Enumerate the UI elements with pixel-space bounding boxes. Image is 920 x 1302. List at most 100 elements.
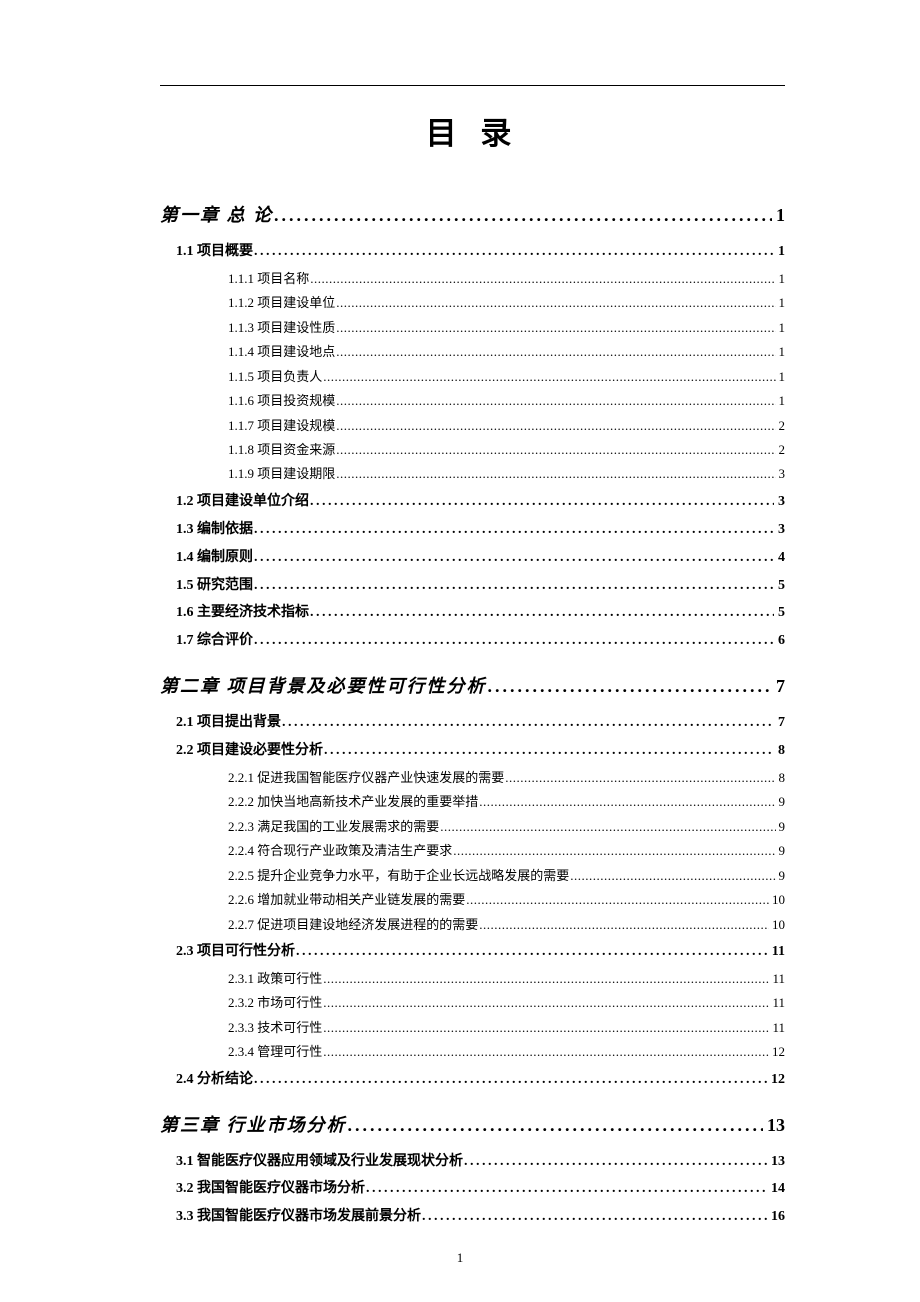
toc-section-block: 2.1 项目提出背景72.2 项目建设必要性分析82.2.1 促进我国智能医疗仪… (160, 710, 785, 1092)
toc-subsection-page: 12 (769, 1040, 785, 1064)
toc-subsection: 2.3.1 政策可行性11 (228, 967, 785, 991)
toc-section: 1.7 综合评价 6 (176, 628, 785, 654)
toc-section: 1.3 编制依据3 (176, 517, 785, 543)
dot-leader (253, 239, 774, 265)
toc-section-block: 1.1 项目概要11.1.1 项目名称11.1.2 项目建设单位11.1.3 项… (160, 239, 785, 654)
table-of-contents: 第一章 总 论11.1 项目概要11.1.1 项目名称11.1.2 项目建设单位… (160, 201, 785, 1230)
toc-section: 3.2 我国智能医疗仪器市场分析 14 (176, 1176, 785, 1202)
toc-section: 2.3 项目可行性分析11 (176, 939, 785, 965)
toc-chapter-page: 13 (763, 1115, 785, 1136)
toc-subsection-page: 11 (769, 991, 785, 1015)
toc-subsection: 2.2.5 提升企业竞争力水平，有助于企业长远战略发展的需要9 (228, 864, 785, 888)
toc-section-page: 1 (774, 239, 785, 265)
toc-subsection: 2.2.4 符合现行产业政策及清洁生产要求 9 (228, 839, 785, 863)
toc-subsection-page: 1 (776, 389, 786, 413)
dot-leader (295, 939, 768, 965)
toc-subsection-label: 1.1.5 项目负责人 (228, 365, 322, 389)
dot-leader (322, 1040, 769, 1064)
toc-subsection-label: 1.1.4 项目建设地点 (228, 340, 335, 364)
toc-subsection-label: 1.1.3 项目建设性质 (228, 316, 335, 340)
toc-subsection-page: 9 (776, 839, 786, 863)
toc-section-label: 1.3 编制依据 (176, 517, 253, 543)
toc-subsection: 1.1.7 项目建设规模2 (228, 414, 785, 438)
toc-section-label: 2.2 项目建设必要性分析 (176, 738, 323, 764)
toc-section: 2.4 分析结论12 (176, 1067, 785, 1093)
toc-subsection: 1.1.5 项目负责人 1 (228, 365, 785, 389)
dot-leader (323, 738, 774, 764)
toc-section-page: 5 (774, 600, 785, 626)
toc-subsection-page: 1 (776, 365, 786, 389)
toc-section-page: 5 (774, 573, 785, 599)
toc-section-label: 1.5 研究范围 (176, 573, 253, 599)
toc-subsection: 1.1.1 项目名称1 (228, 267, 785, 291)
toc-section: 2.2 项目建设必要性分析8 (176, 738, 785, 764)
dot-leader (465, 888, 769, 912)
dot-leader (335, 291, 775, 315)
toc-section-page: 3 (774, 489, 785, 515)
toc-subsection-page: 2 (776, 438, 786, 462)
toc-chapter-label: 第三章 行业市场分析 (160, 1111, 347, 1137)
toc-section: 1.5 研究范围 5 (176, 573, 785, 599)
toc-section-label: 1.2 项目建设单位介绍 (176, 489, 309, 515)
toc-subsection-label: 2.3.3 技术可行性 (228, 1016, 322, 1040)
toc-section-label: 2.1 项目提出背景 (176, 710, 281, 736)
toc-subsection-page: 3 (776, 462, 786, 486)
toc-subsection-label: 1.1.8 项目资金来源 (228, 438, 335, 462)
toc-section-label: 1.7 综合评价 (176, 628, 253, 654)
dot-leader (273, 205, 772, 226)
dot-leader (421, 1204, 767, 1230)
toc-subsection-page: 1 (776, 340, 786, 364)
toc-chapter-label: 第一章 总 论 (160, 201, 273, 227)
toc-subsection-page: 11 (769, 1016, 785, 1040)
dot-leader (452, 839, 775, 863)
toc-section-page: 7 (774, 710, 785, 736)
document-title: 目 录 (160, 108, 785, 153)
toc-subsection: 1.1.9 项目建设期限 3 (228, 462, 785, 486)
toc-subsection: 2.2.3 满足我国的工业发展需求的需要9 (228, 815, 785, 839)
toc-subsection-label: 2.3.2 市场可行性 (228, 991, 322, 1015)
toc-subsection: 1.1.4 项目建设地点 1 (228, 340, 785, 364)
toc-subsection-page: 10 (769, 888, 785, 912)
dot-leader (253, 573, 774, 599)
toc-section-label: 2.3 项目可行性分析 (176, 939, 295, 965)
toc-subsection-label: 2.2.4 符合现行产业政策及清洁生产要求 (228, 839, 452, 863)
toc-subsection-label: 2.2.6 增加就业带动相关产业链发展的需要 (228, 888, 465, 912)
toc-section-page: 14 (767, 1176, 785, 1202)
dot-leader (253, 545, 774, 571)
toc-section: 2.1 项目提出背景 7 (176, 710, 785, 736)
dot-leader (335, 414, 775, 438)
toc-section-page: 6 (774, 628, 785, 654)
toc-subsection-label: 1.1.9 项目建设期限 (228, 462, 335, 486)
dot-leader (439, 815, 775, 839)
toc-section-label: 1.6 主要经济技术指标 (176, 600, 309, 626)
toc-subsection: 2.3.4 管理可行性 12 (228, 1040, 785, 1064)
toc-subsection-page: 8 (776, 766, 786, 790)
dot-leader (322, 991, 769, 1015)
dot-leader (478, 913, 769, 937)
toc-subsection: 2.3.3 技术可行性 11 (228, 1016, 785, 1040)
toc-subsection-label: 1.1.2 项目建设单位 (228, 291, 335, 315)
dot-leader (281, 710, 774, 736)
dot-leader (309, 489, 774, 515)
toc-subsection-page: 2 (776, 414, 786, 438)
toc-section-block: 3.1 智能医疗仪器应用领域及行业发展现状分析133.2 我国智能医疗仪器市场分… (160, 1149, 785, 1231)
toc-section-label: 1.1 项目概要 (176, 239, 253, 265)
toc-section-label: 2.4 分析结论 (176, 1067, 253, 1093)
toc-subsection: 2.2.1 促进我国智能医疗仪器产业快速发展的需要8 (228, 766, 785, 790)
toc-section-page: 16 (767, 1204, 785, 1230)
toc-section: 1.2 项目建设单位介绍 3 (176, 489, 785, 515)
toc-subsection: 2.2.7 促进项目建设地经济发展进程的的需要10 (228, 913, 785, 937)
toc-subsection: 1.1.3 项目建设性质1 (228, 316, 785, 340)
toc-subsection: 2.2.2 加快当地高新技术产业发展的重要举措9 (228, 790, 785, 814)
dot-leader (504, 766, 775, 790)
toc-section-label: 3.2 我国智能医疗仪器市场分析 (176, 1176, 365, 1202)
toc-section-page: 4 (774, 545, 785, 571)
dot-leader (463, 1149, 767, 1175)
toc-subsection-label: 2.3.4 管理可行性 (228, 1040, 322, 1064)
toc-subsection-label: 2.3.1 政策可行性 (228, 967, 322, 991)
toc-subsection-label: 1.1.6 项目投资规模 (228, 389, 335, 413)
toc-subsection: 2.3.2 市场可行性 11 (228, 991, 785, 1015)
toc-chapter: 第二章 项目背景及必要性可行性分析7 (160, 672, 785, 698)
toc-section: 3.3 我国智能医疗仪器市场发展前景分析16 (176, 1204, 785, 1230)
toc-chapter-label: 第二章 项目背景及必要性可行性分析 (160, 672, 487, 698)
